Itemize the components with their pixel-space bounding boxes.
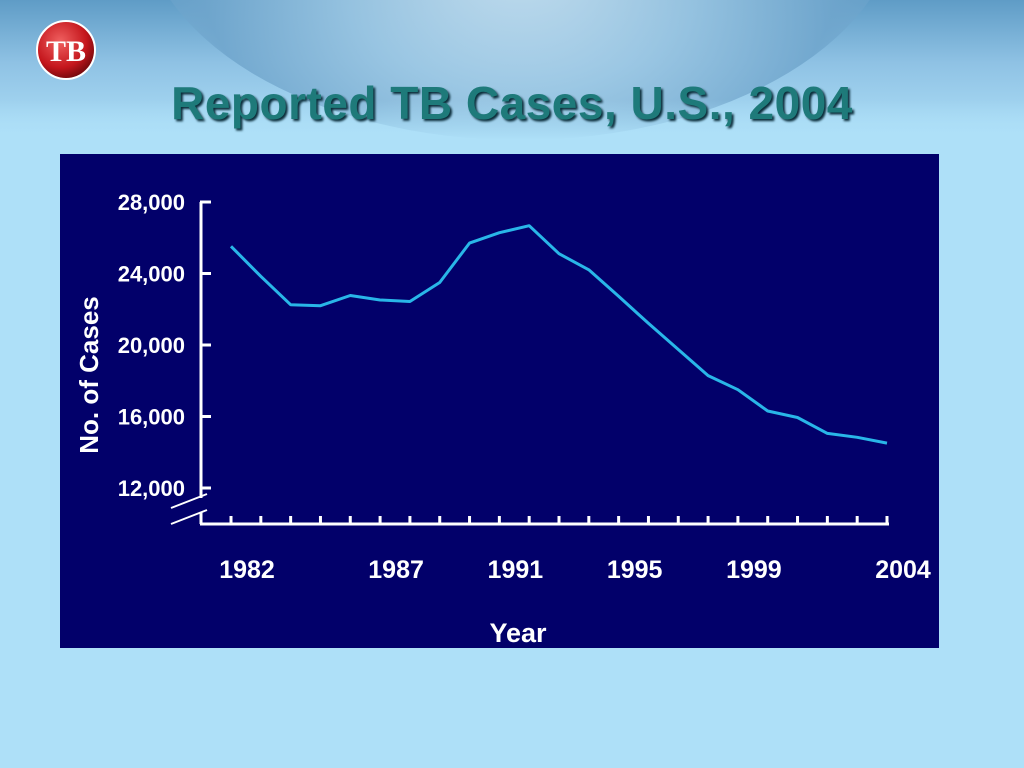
y-tick-label: 16,000 bbox=[118, 405, 185, 430]
x-axis bbox=[200, 516, 889, 526]
series-group bbox=[229, 224, 888, 445]
x-tick-label: 1987 bbox=[368, 556, 424, 584]
x-tick-label: 1982 bbox=[219, 556, 275, 584]
x-tick-label: 1991 bbox=[488, 556, 544, 584]
page-title: Reported TB Cases, U.S., 2004 bbox=[171, 77, 853, 129]
x-tick-label: 1995 bbox=[607, 556, 663, 584]
y-axis-label: No. of Cases bbox=[74, 296, 104, 454]
x-axis-label: Year bbox=[489, 618, 547, 648]
axis-break-mark bbox=[170, 509, 208, 525]
y-axis bbox=[170, 200, 211, 525]
title-banner bbox=[0, 0, 1024, 140]
x-tick-labels: 1982 1987 1991 1995 1999 2004 bbox=[219, 556, 931, 584]
x-tick-label: 2004 bbox=[875, 556, 931, 584]
y-tick-label: 20,000 bbox=[118, 333, 185, 358]
y-tick-label: 24,000 bbox=[118, 262, 185, 287]
series-line bbox=[229, 224, 888, 445]
tb-logo: TB bbox=[36, 20, 96, 80]
y-tick-label: 12,000 bbox=[118, 476, 185, 501]
logo-text: TB bbox=[46, 35, 86, 68]
x-tick-label: 1999 bbox=[726, 556, 782, 584]
y-tick-labels: 12,000 16,000 20,000 24,000 28,000 bbox=[118, 190, 185, 501]
y-tick-label: 28,000 bbox=[118, 190, 185, 215]
chart-panel: 12,000 16,000 20,000 24,000 28,000 1982 1987 1… bbox=[60, 154, 939, 648]
axis-break-mark bbox=[170, 493, 208, 509]
